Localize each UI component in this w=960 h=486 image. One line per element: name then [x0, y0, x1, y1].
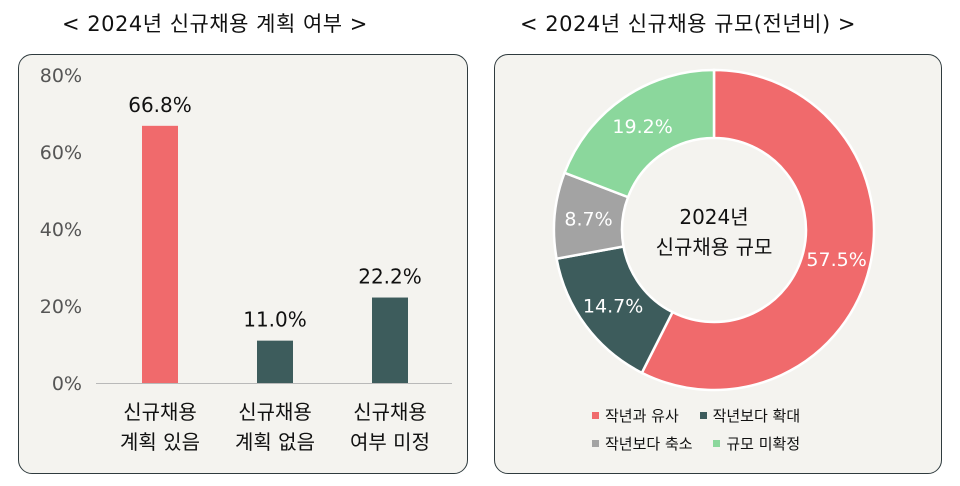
legend-label: 규모 미확정	[726, 435, 801, 453]
bar-value-label: 11.0%	[243, 308, 307, 332]
legend-swatch	[713, 440, 721, 447]
legend-item-expand: 작년보다 확대	[699, 402, 801, 430]
x-category-label: 계획 없음	[235, 430, 315, 454]
legend-label: 작년보다 축소	[605, 435, 693, 453]
y-tick-label: 20%	[40, 296, 82, 318]
legend-label: 작년과 유사	[605, 407, 679, 425]
x-category-label: 신규채용	[353, 400, 427, 424]
x-category-label: 계획 있음	[120, 430, 200, 454]
slice-value-label: 57.5%	[806, 249, 866, 271]
bar	[257, 340, 293, 383]
slice-value-label: 14.7%	[583, 295, 643, 317]
x-category-label: 신규채용	[238, 400, 312, 424]
legend-item-undecided: 규모 미확정	[713, 430, 800, 458]
legend-swatch	[699, 412, 707, 419]
donut-slice	[640, 68, 876, 392]
y-tick-label: 0%	[52, 373, 82, 395]
bar-chart-title: < 2024년 신규채용 계획 여부 >	[62, 12, 368, 36]
legend-swatch	[592, 412, 599, 419]
x-category-label: 신규채용	[123, 400, 197, 424]
donut-legend: 작년과 유사 작년보다 확대 작년보다 축소 규모 미확정	[592, 402, 892, 458]
bar-value-label: 66.8%	[128, 93, 192, 117]
y-tick-label: 40%	[40, 219, 82, 241]
y-tick-label: 80%	[40, 65, 82, 87]
bar	[142, 125, 178, 383]
donut-center-label: 2024년	[679, 205, 748, 229]
legend-item-similar: 작년과 유사	[592, 402, 679, 430]
slice-value-label: 19.2%	[612, 116, 672, 138]
x-category-label: 여부 미정	[350, 430, 430, 454]
donut-slice	[562, 68, 716, 199]
slice-value-label: 8.7%	[564, 208, 612, 230]
legend-swatch	[592, 440, 599, 447]
y-tick-label: 60%	[40, 142, 82, 164]
legend-item-reduce: 작년보다 축소	[592, 430, 693, 458]
bar	[372, 297, 408, 383]
legend-label: 작년보다 확대	[712, 407, 801, 425]
bar-value-label: 22.2%	[358, 265, 422, 289]
donut-chart-title: < 2024년 신규채용 규모(전년비) >	[520, 12, 856, 36]
bar-chart-panel	[18, 54, 468, 474]
donut-center-label: 신규채용 규모	[656, 235, 773, 259]
